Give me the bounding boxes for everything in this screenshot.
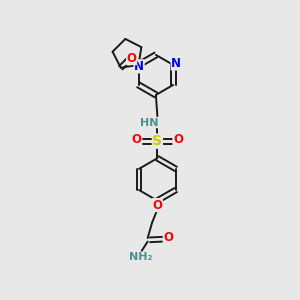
Text: O: O bbox=[163, 231, 173, 244]
Text: S: S bbox=[152, 134, 162, 148]
Text: HN: HN bbox=[140, 118, 158, 128]
Text: N: N bbox=[134, 60, 144, 73]
Text: O: O bbox=[173, 133, 183, 146]
Text: NH₂: NH₂ bbox=[129, 253, 152, 262]
Text: N: N bbox=[171, 57, 181, 70]
Text: O: O bbox=[132, 133, 142, 146]
Text: O: O bbox=[127, 52, 136, 64]
Text: O: O bbox=[152, 199, 162, 212]
